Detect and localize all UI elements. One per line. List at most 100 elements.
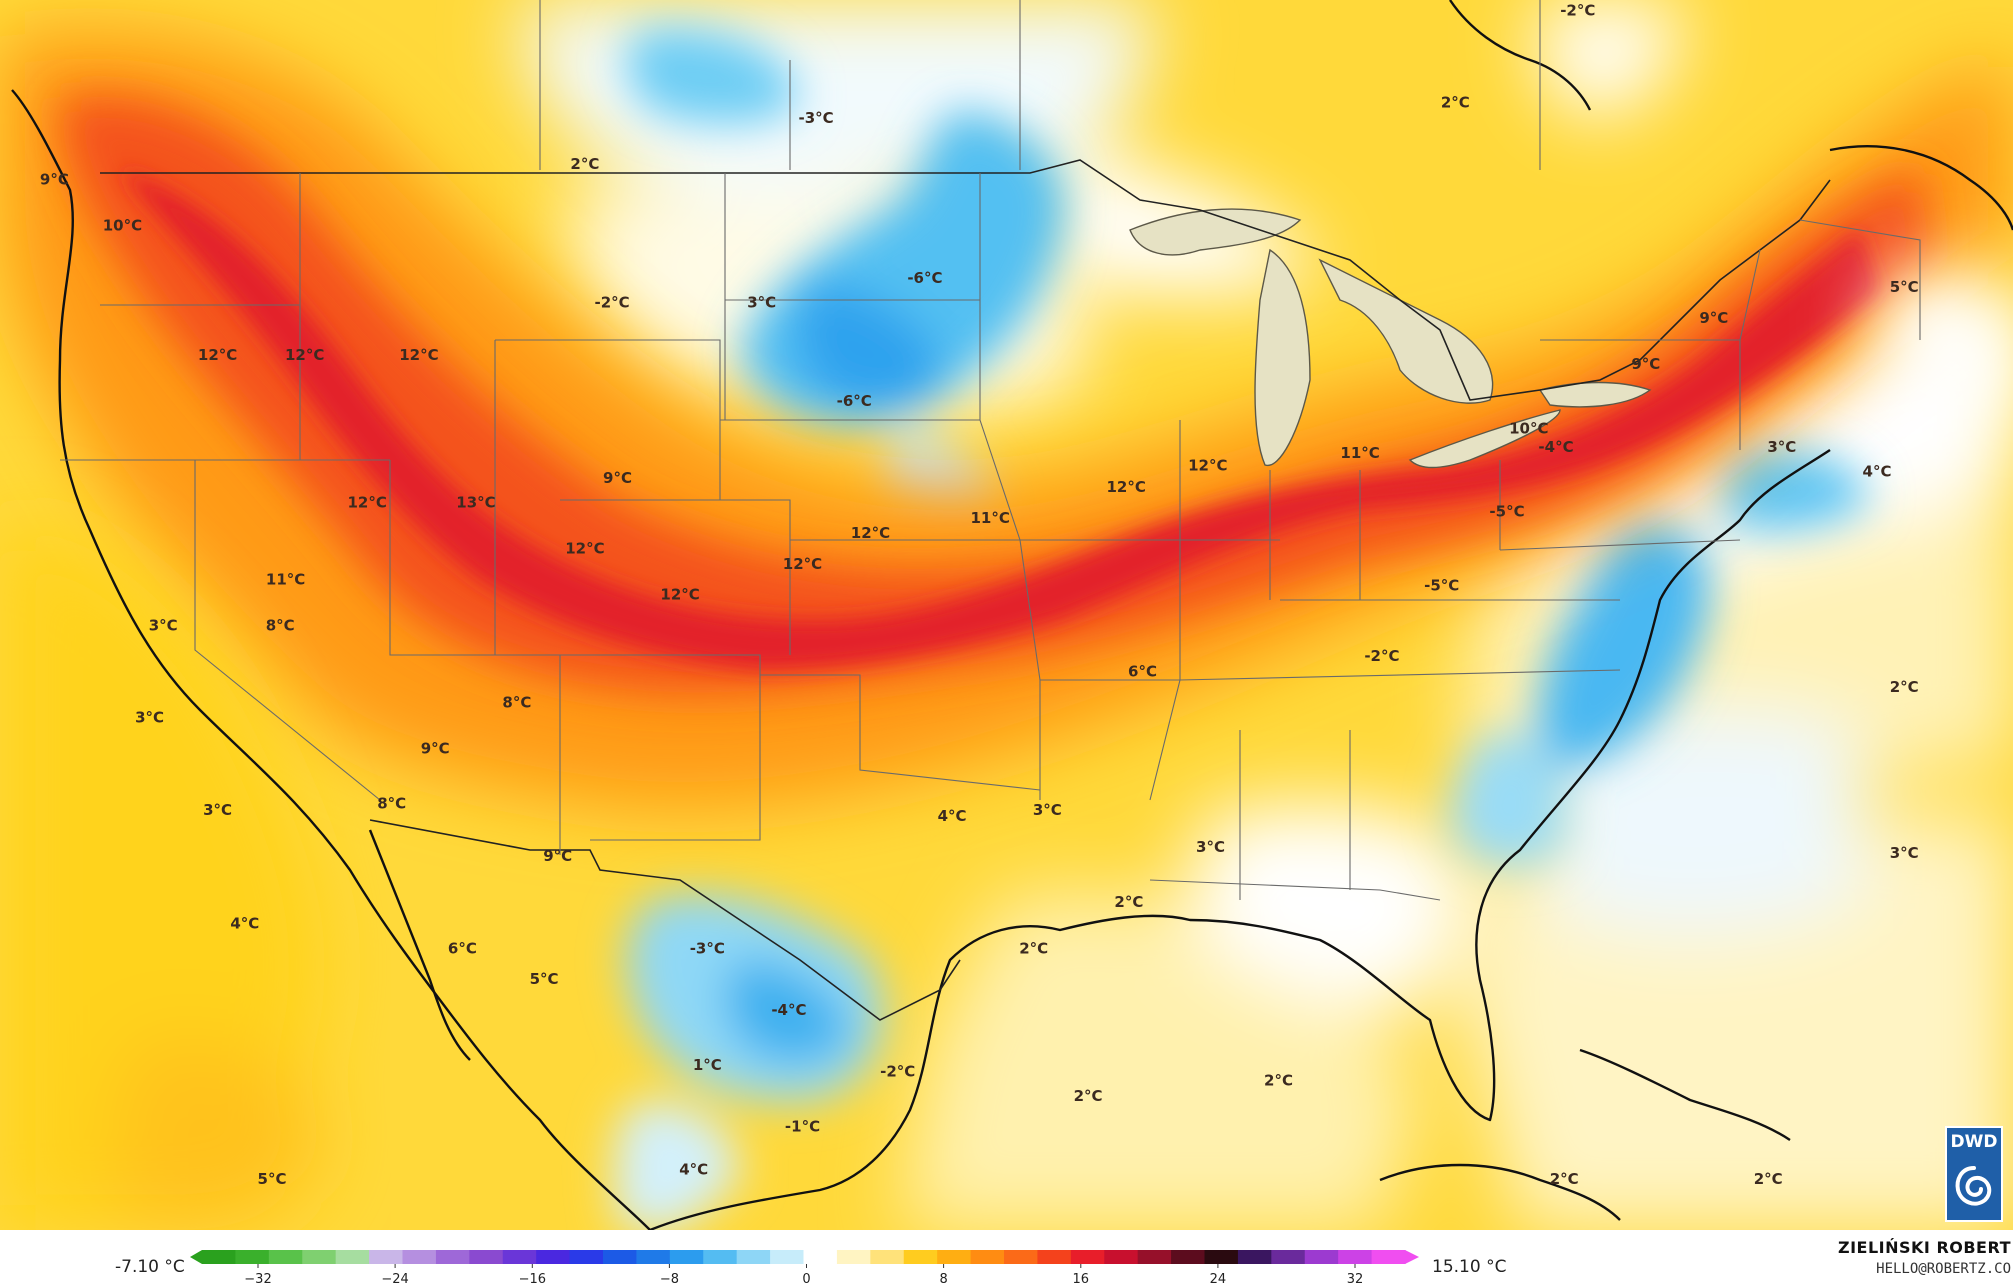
colorbar-swatch bbox=[1237, 1250, 1272, 1264]
colorbar-tick-label: −24 bbox=[381, 1272, 408, 1287]
temperature-label: 3°C bbox=[1767, 438, 1796, 456]
temperature-label: 10°C bbox=[1509, 420, 1548, 438]
temperature-label: -2°C bbox=[1364, 647, 1399, 665]
temperature-label: 4°C bbox=[679, 1161, 708, 1179]
colorbar-max-arrow bbox=[1405, 1250, 1419, 1264]
colorbar-swatch bbox=[302, 1250, 337, 1264]
temperature-label: 12°C bbox=[851, 524, 890, 542]
colorbar-swatch bbox=[402, 1250, 437, 1264]
temperature-label: 3°C bbox=[1196, 838, 1225, 856]
colorbar-min-arrow bbox=[190, 1250, 202, 1264]
colorbar-swatch bbox=[836, 1250, 871, 1264]
colorbar: −32 −24 −16 −8 0 8 16 24 32 bbox=[190, 1250, 1419, 1287]
temperature-label: 1°C bbox=[693, 1056, 722, 1074]
temperature-label: 5°C bbox=[258, 1170, 287, 1188]
colorbar-swatch bbox=[703, 1250, 738, 1264]
temperature-label: 12°C bbox=[399, 346, 438, 364]
temperature-label: -6°C bbox=[837, 392, 872, 410]
temperature-label: 12°C bbox=[285, 346, 324, 364]
colorbar-swatch bbox=[268, 1250, 303, 1264]
colorbar-tick-label: 0 bbox=[802, 1272, 810, 1287]
colorbar-swatch bbox=[202, 1250, 237, 1264]
colorbar-swatch bbox=[469, 1250, 504, 1264]
colorbar-swatch bbox=[903, 1250, 938, 1264]
temperature-label: 10°C bbox=[103, 217, 142, 235]
credit-name: ZIELIŃSKI ROBERT bbox=[1837, 1238, 2011, 1257]
temperature-label: 8°C bbox=[266, 616, 295, 634]
colorbar-swatch bbox=[569, 1250, 604, 1264]
temperature-label: 12°C bbox=[783, 555, 822, 573]
temperature-label: -2°C bbox=[880, 1062, 915, 1080]
colorbar-tick-label: −32 bbox=[244, 1272, 271, 1287]
temperature-label: 11°C bbox=[971, 509, 1010, 527]
colorbar-swatch bbox=[369, 1250, 404, 1264]
temperature-label: 3°C bbox=[203, 801, 232, 819]
dwd-logo: DWD bbox=[1945, 1126, 2003, 1222]
temperature-label: 9°C bbox=[40, 171, 69, 189]
colorbar-swatch bbox=[1137, 1250, 1172, 1264]
temperature-label: -1°C bbox=[785, 1118, 820, 1136]
temperature-label: 9°C bbox=[603, 469, 632, 487]
temperature-label: -6°C bbox=[907, 269, 942, 287]
colorbar-swatch bbox=[1304, 1250, 1339, 1264]
colorbar-tick-label: 24 bbox=[1210, 1272, 1227, 1287]
colorbar-swatch bbox=[536, 1250, 571, 1264]
colorbar-swatch bbox=[435, 1250, 470, 1264]
coastlines bbox=[11, 0, 2013, 1230]
temperature-label: 2°C bbox=[1754, 1170, 1783, 1188]
map-canvas: 9°C 10°C 2°C -3°C -2°C 3°C -6°C -6°C -2°C 2°C 9°C 5… bbox=[0, 0, 2013, 1230]
temperature-label: 2°C bbox=[1264, 1072, 1293, 1090]
legend-max-label: 15.10 °C bbox=[1432, 1257, 1507, 1277]
temperature-label: 12°C bbox=[198, 346, 237, 364]
colorbar-swatch bbox=[1271, 1250, 1306, 1264]
colorbar-swatch bbox=[970, 1250, 1005, 1264]
temperature-label: 3°C bbox=[1890, 844, 1919, 862]
temperature-label: -4°C bbox=[1538, 438, 1573, 456]
colorbar-swatches bbox=[190, 1250, 1419, 1264]
temperature-label: 9°C bbox=[1631, 355, 1660, 373]
colorbar-tick-label: 16 bbox=[1073, 1272, 1090, 1287]
temperature-label: -4°C bbox=[771, 1001, 806, 1019]
temperature-label: -2°C bbox=[595, 294, 630, 312]
colorbar-swatch bbox=[1104, 1250, 1139, 1264]
colorbar-swatch bbox=[1070, 1250, 1105, 1264]
temperature-label: 9°C bbox=[1699, 309, 1728, 327]
colorbar-swatch bbox=[1171, 1250, 1206, 1264]
colorbar-swatch bbox=[669, 1250, 704, 1264]
colorbar-swatch bbox=[603, 1250, 638, 1264]
temperature-label: 12°C bbox=[660, 586, 699, 604]
colorbar-swatch bbox=[502, 1250, 537, 1264]
temperature-label: 5°C bbox=[1890, 278, 1919, 296]
colorbar-swatch bbox=[235, 1250, 270, 1264]
temperature-label: 9°C bbox=[543, 847, 572, 865]
temperature-label: 12°C bbox=[565, 540, 604, 558]
temperature-label: -5°C bbox=[1424, 576, 1459, 594]
colorbar-swatch bbox=[1004, 1250, 1039, 1264]
temperature-label: 4°C bbox=[938, 807, 967, 825]
colorbar-ticks: −32 −24 −16 −8 0 8 16 24 32 bbox=[244, 1264, 1363, 1287]
temperature-label: 2°C bbox=[1890, 678, 1919, 696]
temperature-label: -3°C bbox=[799, 109, 834, 127]
temperature-label: 4°C bbox=[1863, 463, 1892, 481]
temperature-label: 8°C bbox=[377, 795, 406, 813]
colorbar-tick-label: −8 bbox=[660, 1272, 679, 1287]
temperature-field bbox=[0, 0, 2013, 1230]
swirl-icon bbox=[1955, 1166, 1992, 1206]
temperature-label: -2°C bbox=[1560, 1, 1595, 19]
temperature-label: -3°C bbox=[690, 939, 725, 957]
state-boundaries bbox=[60, 0, 1921, 901]
temperature-label: 2°C bbox=[1441, 94, 1470, 112]
temperature-label: 12°C bbox=[1107, 478, 1146, 496]
temperature-label: 3°C bbox=[1033, 801, 1062, 819]
colorbar-swatch bbox=[803, 1250, 838, 1264]
temperature-label: -5°C bbox=[1489, 503, 1524, 521]
temperature-label: 12°C bbox=[1188, 457, 1227, 475]
colorbar-swatch bbox=[636, 1250, 671, 1264]
credit-email: HELLO@ROBERTZ.CO bbox=[1876, 1261, 2011, 1277]
temperature-label: 3°C bbox=[149, 616, 178, 634]
colorbar-swatch bbox=[736, 1250, 771, 1264]
temperature-label: 6°C bbox=[1128, 663, 1157, 681]
temperature-label: 9°C bbox=[421, 739, 450, 757]
colorbar-swatch bbox=[1037, 1250, 1072, 1264]
